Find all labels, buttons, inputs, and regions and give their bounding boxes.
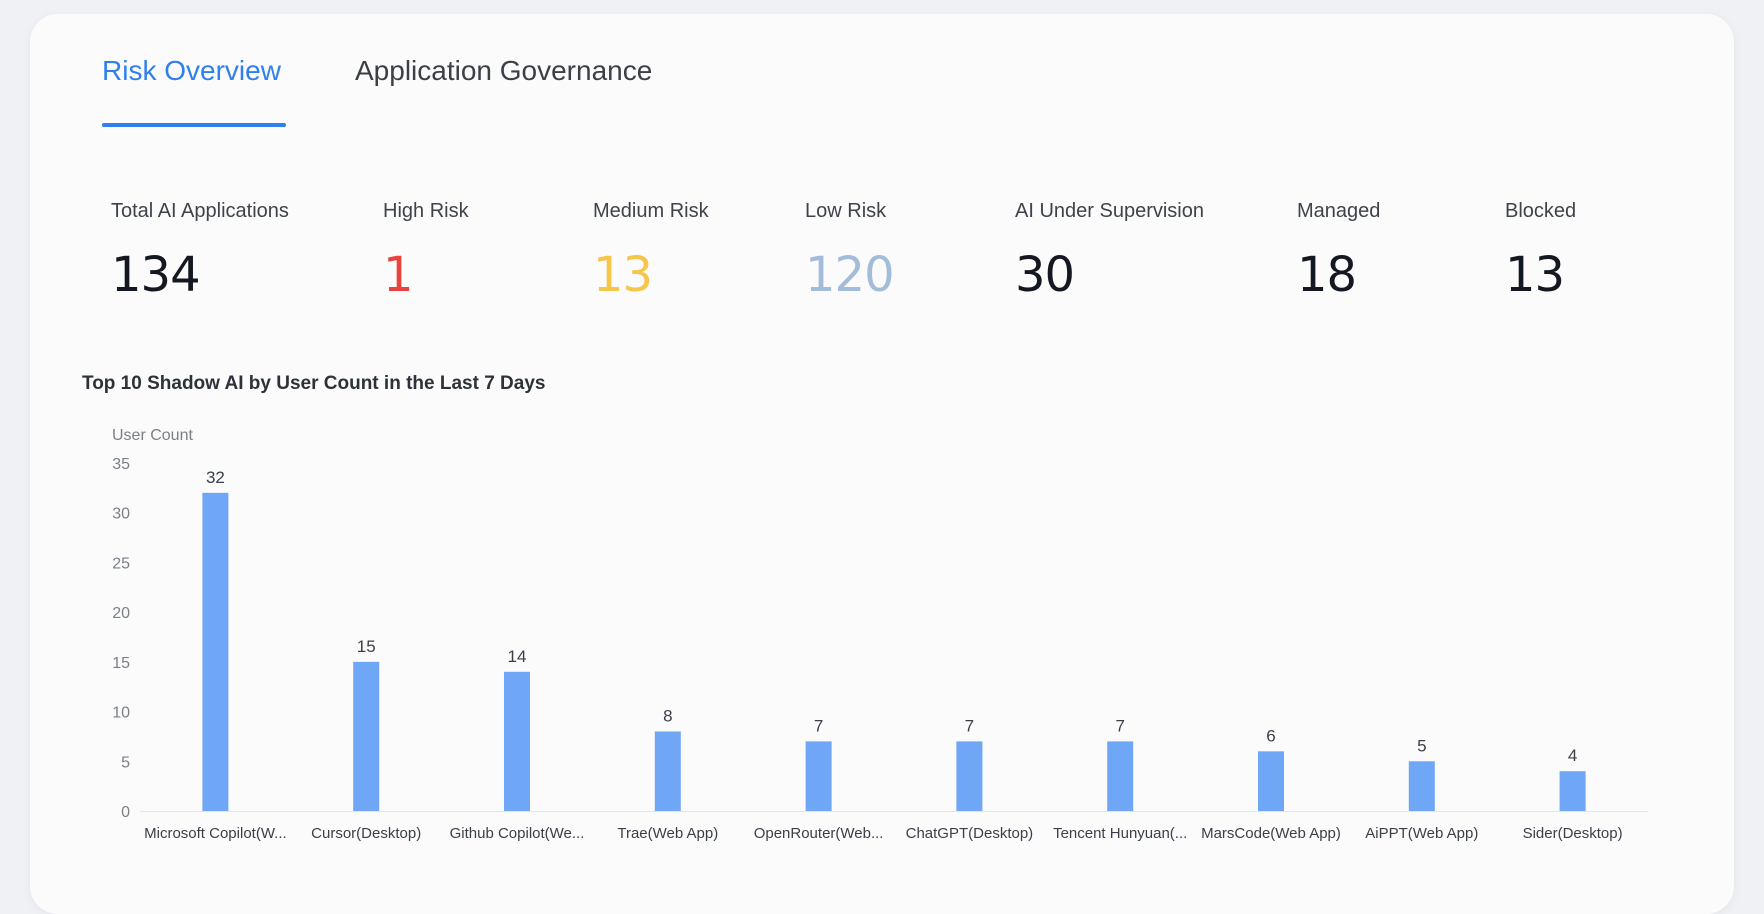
bar-value-label: 7 (965, 716, 974, 735)
y-tick-label: 15 (112, 655, 130, 672)
stat-label: Total AI Applications (111, 200, 289, 222)
bar (654, 731, 681, 811)
bar (1559, 771, 1586, 811)
stat-high-risk: High Risk 1 (383, 200, 469, 303)
x-tick-label: MarsCode(Web App) (1201, 825, 1341, 842)
x-tick-label: Github Copilot(We... (450, 825, 585, 842)
bar (1107, 741, 1134, 811)
x-tick-label: Tencent Hunyuan(... (1053, 825, 1187, 842)
bar-value-label: 7 (1115, 716, 1124, 735)
bar-value-label: 32 (206, 468, 225, 487)
y-tick-label: 25 (112, 555, 130, 572)
x-tick-label: AiPPT(Web App) (1365, 825, 1478, 842)
stat-ai-under-supervision: AI Under Supervision 30 (1015, 200, 1204, 303)
bar (202, 492, 229, 811)
stat-value: 120 (805, 247, 895, 303)
y-tick-label: 20 (112, 605, 130, 622)
stat-value: 134 (111, 247, 201, 303)
stat-label: AI Under Supervision (1015, 200, 1204, 222)
x-tick-label: Trae(Web App) (617, 825, 718, 842)
stat-value: 30 (1015, 247, 1075, 303)
stat-label: Low Risk (805, 200, 887, 222)
stat-label: Medium Risk (593, 200, 709, 222)
bar-value-label: 5 (1417, 736, 1426, 755)
stat-low-risk: Low Risk 120 (805, 200, 895, 303)
bar-value-label: 8 (663, 706, 672, 725)
stat-value: 18 (1297, 247, 1357, 303)
bar (1258, 751, 1284, 811)
tab-application-governance[interactable]: Application Governance (355, 55, 653, 86)
shadow-ai-bar-chart: User Count 0 5 10 15 20 25 30 35 32 Microsoft Copi… (112, 427, 1648, 842)
stat-label: High Risk (383, 200, 469, 222)
x-tick-label: ChatGPT(Desktop) (906, 825, 1034, 842)
stat-total-ai-applications: Total AI Applications 134 (111, 200, 289, 303)
stat-managed: Managed 18 (1297, 200, 1380, 303)
y-tick-label: 30 (112, 506, 130, 523)
stat-value: 13 (1505, 247, 1565, 303)
x-tick-label: Microsoft Copilot(W... (144, 825, 287, 842)
bar (353, 661, 380, 811)
bar-value-label: 6 (1266, 726, 1275, 745)
bar-value-label: 15 (357, 637, 376, 656)
y-tick-label: 35 (112, 456, 130, 473)
chart-title: Top 10 Shadow AI by User Count in the La… (82, 373, 546, 394)
risk-overview-card (30, 14, 1734, 914)
stat-value: 1 (383, 247, 414, 303)
x-tick-label: OpenRouter(Web... (754, 825, 884, 842)
active-tab-indicator (102, 123, 286, 127)
stat-value: 13 (593, 247, 653, 303)
x-tick-label: Cursor(Desktop) (311, 825, 421, 842)
bar (1408, 761, 1435, 811)
tab-risk-overview[interactable]: Risk Overview (102, 55, 281, 86)
y-axis-label: User Count (112, 427, 193, 444)
bar (504, 671, 530, 811)
y-tick-label: 5 (121, 754, 130, 771)
y-tick-label: 10 (112, 705, 130, 722)
stat-medium-risk: Medium Risk 13 (593, 200, 709, 303)
x-tick-label: Sider(Desktop) (1523, 825, 1623, 842)
bar-value-label: 4 (1568, 746, 1577, 765)
bar-value-label: 7 (814, 716, 823, 735)
stat-blocked: Blocked 13 (1505, 200, 1576, 303)
bar (805, 741, 832, 811)
y-tick-label: 0 (121, 804, 130, 821)
bar-value-label: 14 (508, 647, 527, 666)
stat-label: Blocked (1505, 200, 1577, 222)
bar (956, 741, 983, 811)
stat-label: Managed (1297, 200, 1381, 222)
